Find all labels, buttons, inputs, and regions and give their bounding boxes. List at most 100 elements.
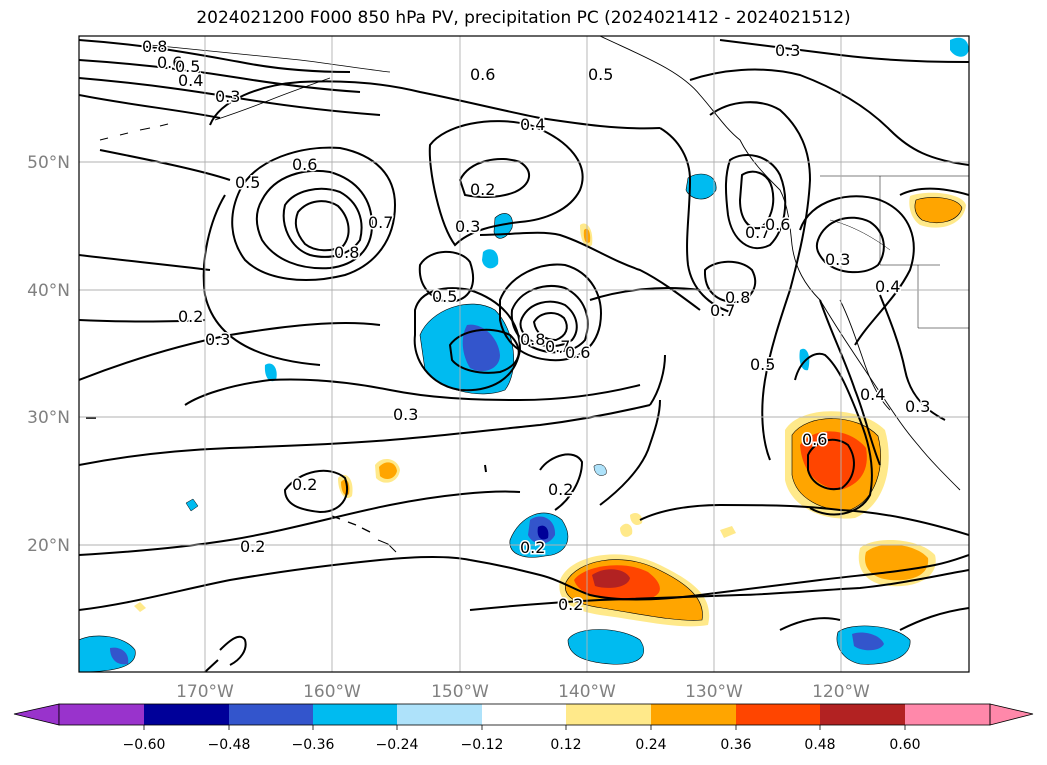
pv-contour xyxy=(79,77,381,116)
pv-contour xyxy=(499,263,602,362)
contour-label: 0.2 xyxy=(178,307,203,326)
pv-contour xyxy=(79,556,471,611)
pv-contour xyxy=(79,322,381,381)
colorbar-tick-label: 0.60 xyxy=(889,737,920,753)
contour-label: 0.6 xyxy=(292,155,317,174)
precip-shading xyxy=(79,37,969,672)
contour-label: 0.2 xyxy=(558,595,583,614)
precip-positive-area xyxy=(865,544,929,581)
colorbar-segment xyxy=(905,704,990,725)
pv-contour xyxy=(428,120,584,247)
contour-label: 0.4 xyxy=(520,115,545,134)
lon-label: 130°W xyxy=(685,682,743,702)
contour-label: 0.8 xyxy=(520,330,545,349)
state-line xyxy=(879,176,940,266)
pv-contour xyxy=(204,659,219,672)
graticule xyxy=(79,36,969,672)
contour-label: 0.2 xyxy=(470,180,495,199)
pv-contour xyxy=(703,260,757,304)
colorbar-segment xyxy=(482,704,566,725)
pv-contour xyxy=(724,154,787,250)
aleutian-islands xyxy=(99,123,169,141)
pv-contour xyxy=(799,195,915,346)
precip-negative-area xyxy=(493,213,513,239)
precip-negative-area xyxy=(593,464,607,476)
pv-contour xyxy=(458,158,530,198)
precip-positive-area xyxy=(630,512,643,526)
pv-contour xyxy=(709,101,812,461)
lat-label: 50°N xyxy=(27,153,70,173)
contour-label: 0.5 xyxy=(588,65,613,84)
pv-contour xyxy=(294,200,350,252)
colorbar-tick-label: 0.48 xyxy=(804,737,835,753)
pv-contour xyxy=(79,490,521,556)
pv-contour xyxy=(794,352,873,516)
pv-contours xyxy=(79,39,969,672)
contour-label: 0.3 xyxy=(775,41,800,60)
pv-contour xyxy=(819,299,881,466)
contour-label: 0.7 xyxy=(710,301,735,320)
aleutian-coast xyxy=(149,44,391,73)
pv-contour xyxy=(779,617,841,631)
pv-contour xyxy=(79,254,211,271)
colorbar-frame xyxy=(58,703,991,726)
aleutian-chain xyxy=(214,77,331,121)
pv-contour xyxy=(418,250,475,304)
precip-positive-core xyxy=(800,431,867,490)
pv-contour xyxy=(719,39,969,63)
colorbar-segment xyxy=(566,704,651,725)
contour-label: 0.5 xyxy=(750,355,775,374)
colorbar-segment xyxy=(59,704,144,725)
colorbar-segment xyxy=(736,704,820,725)
pv-contour xyxy=(649,354,666,406)
precip-negative-area xyxy=(950,37,969,57)
precip-negative-core xyxy=(537,525,549,540)
contour-label: 0.2 xyxy=(292,475,317,494)
colorbar-segment xyxy=(397,704,482,725)
page-title: 2024021200 F000 850 hPa PV, precipitatio… xyxy=(196,8,851,28)
pv-contour xyxy=(599,399,661,506)
pv-contour xyxy=(479,231,701,311)
colorbar-tick-label: −0.36 xyxy=(292,737,335,753)
pv-contour xyxy=(99,149,231,181)
contour-label: 0.3 xyxy=(205,330,230,349)
contour-label: 0.8 xyxy=(334,243,359,262)
contour-label: 0.2 xyxy=(240,537,265,556)
precip-negative-area xyxy=(264,363,277,382)
pv-contour xyxy=(589,287,701,301)
pv-contour xyxy=(231,146,397,281)
precip-positive-area xyxy=(720,526,736,538)
map-panel: 0.8 0.6 0.5 0.4 0.3 0.6 0.5 0.3 0.4 0.5 … xyxy=(78,35,970,673)
pv-contour xyxy=(532,312,568,342)
contour-label: 0.6 xyxy=(157,53,182,72)
colorbar-segment xyxy=(820,704,905,725)
pv-contour xyxy=(807,438,855,490)
pv-contour xyxy=(899,607,969,631)
contour-label: 0.5 xyxy=(235,173,260,192)
lat-label: 20°N xyxy=(27,536,70,556)
pv-contour xyxy=(899,187,969,196)
pv-contour xyxy=(79,404,651,466)
pv-contour xyxy=(469,554,969,601)
lon-label: 160°W xyxy=(303,682,361,702)
contour-label: 0.6 xyxy=(802,430,827,449)
colorbar-tick-label: −0.60 xyxy=(123,737,166,753)
contour-label: 0.6 xyxy=(565,343,590,362)
pv-contour xyxy=(282,187,363,258)
contour-label: 0.2 xyxy=(548,480,573,499)
pv-contour xyxy=(283,469,348,514)
map-frame xyxy=(78,35,970,673)
contour-label: 0.3 xyxy=(455,217,480,236)
colorbar-tick-label: −0.12 xyxy=(461,737,504,753)
contour-label: 0.3 xyxy=(905,397,930,416)
pv-contour xyxy=(209,80,661,130)
contour-label: 0.7 xyxy=(745,223,770,242)
colorbar-ticks xyxy=(143,725,906,730)
contour-label: 0.6 xyxy=(470,65,495,84)
pv-contour xyxy=(448,328,520,374)
lon-label: 150°W xyxy=(431,682,489,702)
contour-label: 0.3 xyxy=(393,405,418,424)
pv-contour xyxy=(519,300,578,348)
pv-contour xyxy=(79,59,361,93)
